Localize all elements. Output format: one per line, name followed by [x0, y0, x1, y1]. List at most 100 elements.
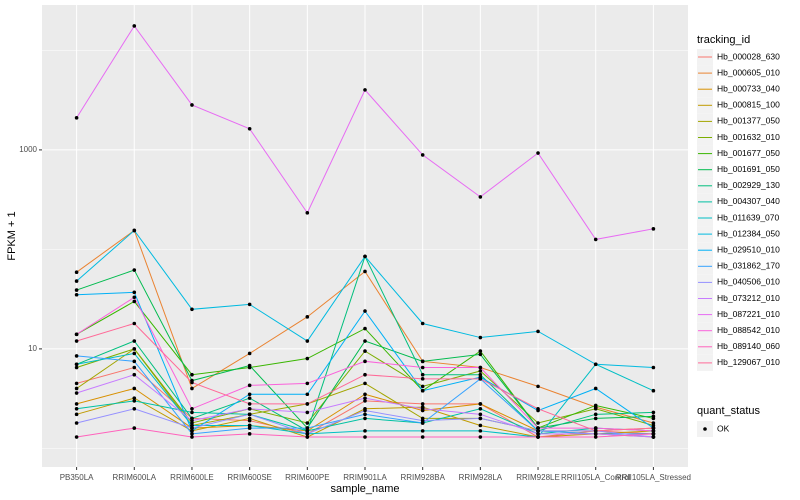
x-tick-label: RRIM928LA — [459, 473, 503, 482]
data-point — [305, 421, 310, 425]
data-point — [74, 279, 79, 283]
data-point — [651, 435, 656, 439]
data-point — [305, 356, 310, 361]
legend-key — [703, 427, 707, 431]
data-point — [247, 351, 252, 356]
data-point — [247, 412, 252, 417]
data-point — [74, 381, 79, 386]
data-point — [247, 383, 252, 388]
legend-label: Hb_012384_050 — [717, 228, 780, 238]
legend-title: quant_status — [697, 405, 760, 417]
data-point — [74, 354, 79, 358]
data-point — [247, 396, 252, 400]
data-point — [74, 270, 79, 274]
data-point — [132, 228, 137, 233]
legend-label: OK — [717, 423, 730, 433]
y-tick-label: 1000 — [19, 145, 37, 154]
data-point — [478, 402, 483, 406]
data-point — [536, 432, 540, 436]
data-point — [132, 339, 137, 343]
data-point — [74, 332, 79, 337]
data-point — [74, 339, 79, 343]
data-point — [593, 386, 598, 391]
data-point — [363, 435, 367, 439]
data-point — [363, 392, 367, 397]
data-point — [363, 88, 367, 92]
data-point — [74, 362, 79, 367]
legend-label: Hb_001377_050 — [717, 116, 780, 126]
data-point — [420, 365, 425, 370]
data-point — [363, 254, 367, 259]
legend-label: Hb_073212_010 — [717, 293, 780, 303]
data-point — [363, 429, 367, 433]
legend-label: Hb_001691_050 — [717, 164, 780, 174]
legend-label: Hb_004307_040 — [717, 196, 780, 206]
data-point — [536, 384, 540, 389]
data-point — [190, 103, 194, 107]
data-point — [593, 435, 598, 439]
data-point — [593, 416, 598, 421]
data-point — [651, 365, 656, 370]
data-point — [593, 406, 598, 411]
data-point — [651, 429, 656, 433]
data-point — [132, 268, 137, 272]
data-point — [74, 288, 79, 292]
legend-label: Hb_029510_010 — [717, 244, 780, 254]
data-point — [420, 153, 425, 157]
data-point — [363, 416, 367, 421]
data-point — [478, 406, 483, 411]
x-tick-label: RRIM928LE — [516, 473, 560, 482]
legend-label: Hb_087221_010 — [717, 309, 780, 319]
data-point — [305, 426, 310, 430]
y-tick-label: 10 — [28, 344, 37, 353]
data-point — [190, 380, 194, 385]
data-point — [305, 435, 310, 439]
data-point — [363, 381, 367, 386]
data-point — [305, 315, 310, 319]
x-tick-label: PB350LA — [60, 473, 94, 482]
legend-label: Hb_089140_060 — [717, 341, 780, 351]
data-point — [132, 406, 137, 411]
data-point — [593, 412, 598, 417]
data-point — [363, 309, 367, 313]
data-point — [190, 418, 194, 423]
data-point — [74, 386, 79, 391]
data-point — [420, 429, 425, 433]
data-point — [132, 299, 137, 304]
data-point — [305, 211, 310, 215]
data-point — [536, 426, 540, 430]
data-point — [536, 429, 540, 433]
data-point — [420, 377, 425, 381]
data-point — [363, 359, 367, 364]
data-point — [363, 269, 367, 274]
data-point — [74, 435, 79, 439]
legend-label: Hb_000815_100 — [717, 100, 780, 110]
data-point — [536, 329, 540, 334]
data-point — [132, 399, 137, 403]
data-point — [247, 416, 252, 421]
data-point — [536, 151, 540, 155]
data-point — [536, 421, 540, 425]
data-point — [651, 414, 656, 419]
data-point — [363, 339, 367, 343]
data-point — [190, 423, 194, 428]
data-point — [363, 326, 367, 331]
data-point — [478, 349, 483, 353]
data-point — [536, 406, 540, 411]
data-point — [132, 365, 137, 370]
data-point — [247, 406, 252, 411]
data-point — [363, 349, 367, 353]
data-point — [478, 412, 483, 417]
data-point — [593, 432, 598, 436]
data-point — [190, 372, 194, 377]
data-point — [593, 429, 598, 433]
data-point — [247, 302, 252, 307]
data-point — [593, 237, 598, 242]
data-point — [651, 410, 656, 415]
data-point — [247, 363, 252, 368]
data-point — [593, 362, 598, 367]
data-point — [190, 432, 194, 436]
data-point — [478, 195, 483, 199]
data-point — [478, 369, 483, 373]
